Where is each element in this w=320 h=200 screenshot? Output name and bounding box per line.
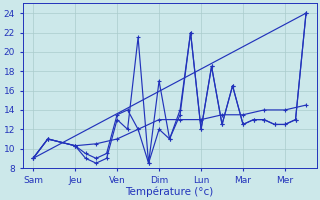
X-axis label: Température (°c): Température (°c) xyxy=(125,186,214,197)
